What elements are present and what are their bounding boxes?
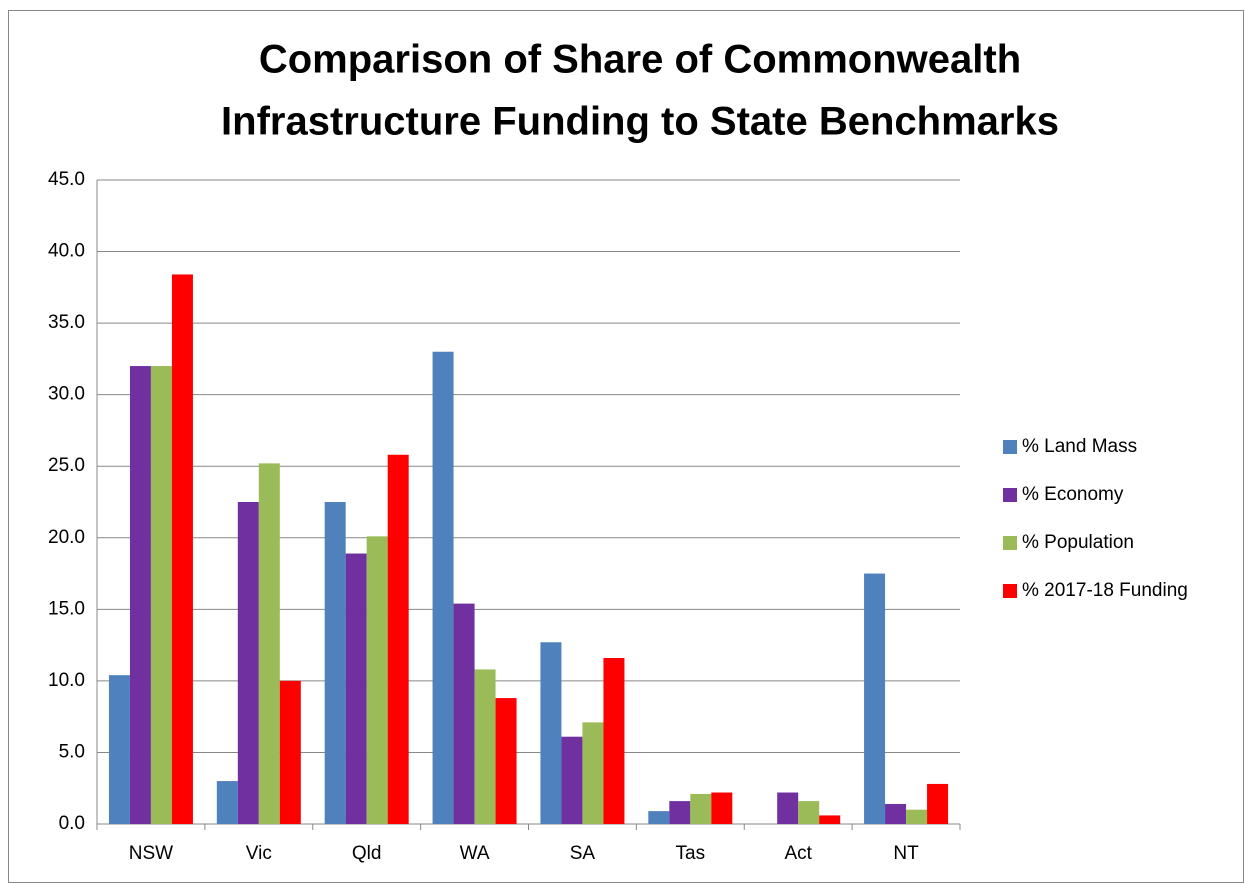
chart-frame <box>8 10 1244 883</box>
legend-label: % Population <box>1022 532 1134 553</box>
bar <box>648 811 670 824</box>
bar <box>906 809 928 824</box>
bar <box>819 815 841 824</box>
legend-swatch <box>1003 440 1017 454</box>
bar <box>669 801 691 824</box>
bar <box>387 454 409 824</box>
bar <box>108 675 130 824</box>
bar <box>453 603 475 824</box>
x-tick-label: Tas <box>676 843 706 864</box>
bar <box>237 502 259 824</box>
bar <box>324 502 346 824</box>
legend-swatch <box>1003 536 1017 550</box>
bar <box>561 736 583 824</box>
bar <box>777 792 799 824</box>
bar <box>171 274 193 824</box>
x-tick-label: WA <box>460 843 490 864</box>
bar <box>495 698 517 824</box>
bar <box>216 781 238 824</box>
bar <box>582 722 604 824</box>
x-tick-label: SA <box>570 843 596 864</box>
legend-swatch <box>1003 584 1017 598</box>
bar <box>603 657 625 824</box>
y-tick-label: 35.0 <box>48 312 85 333</box>
y-tick-label: 0.0 <box>59 813 85 834</box>
bar <box>366 536 388 824</box>
x-tick-label: NSW <box>129 843 173 864</box>
y-tick-label: 15.0 <box>48 598 85 619</box>
bar <box>279 680 301 824</box>
bar <box>711 792 733 824</box>
bar <box>345 553 367 824</box>
x-tick-label: NT <box>893 843 919 864</box>
bar <box>150 366 172 824</box>
legend-label: % 2017-18 Funding <box>1022 580 1188 601</box>
y-tick-label: 30.0 <box>48 384 85 405</box>
y-tick-label: 5.0 <box>59 741 85 762</box>
bar <box>129 366 151 824</box>
y-tick-label: 10.0 <box>48 670 85 691</box>
x-tick-label: Vic <box>246 843 272 864</box>
bar <box>690 793 712 824</box>
bar <box>474 669 496 824</box>
y-tick-label: 45.0 <box>48 169 85 190</box>
y-tick-label: 25.0 <box>48 455 85 476</box>
legend-label: % Economy <box>1022 484 1124 505</box>
bar <box>540 642 562 824</box>
bar <box>927 783 949 824</box>
bar <box>432 351 454 824</box>
x-tick-label: Act <box>784 843 812 864</box>
y-tick-label: 40.0 <box>48 241 85 262</box>
bar <box>798 801 820 824</box>
bar <box>864 573 886 824</box>
legend-label: % Land Mass <box>1022 436 1137 457</box>
bar <box>885 803 907 824</box>
bar <box>258 463 280 824</box>
chart-title: Infrastructure Funding to State Benchmar… <box>221 100 1059 144</box>
y-tick-label: 20.0 <box>48 527 85 548</box>
legend-swatch <box>1003 488 1017 502</box>
chart-title: Comparison of Share of Commonwealth <box>259 38 1021 82</box>
x-tick-label: Qld <box>352 843 382 864</box>
